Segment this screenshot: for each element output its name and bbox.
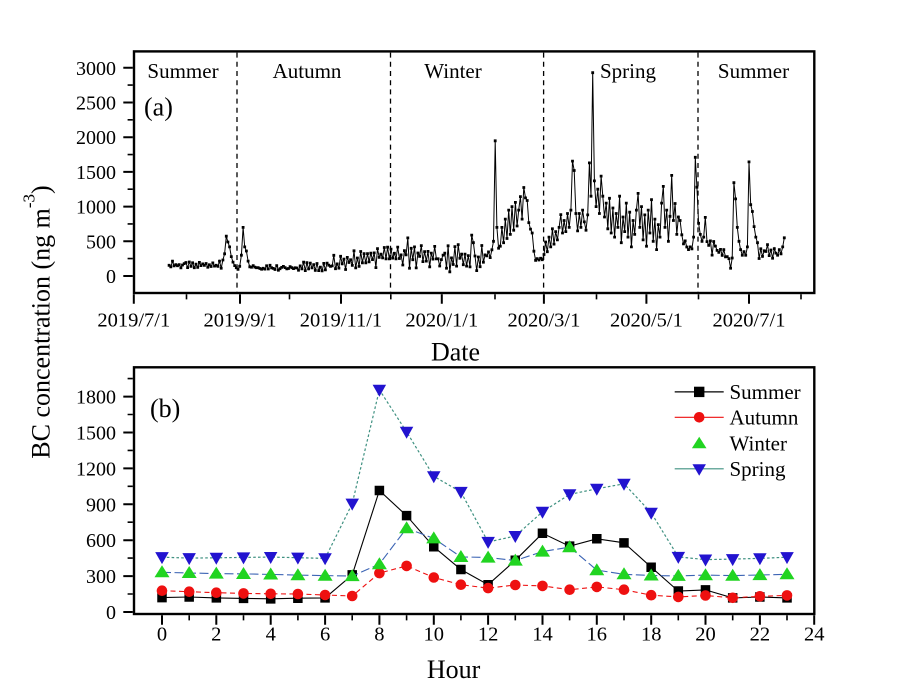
svg-text:Autumn: Autumn [273,59,342,83]
svg-text:2020/3/1: 2020/3/1 [507,310,580,332]
svg-text:300: 300 [86,566,116,588]
svg-text:3000: 3000 [76,58,116,80]
svg-text:14: 14 [532,624,553,646]
svg-text:0: 0 [106,266,116,288]
svg-text:24: 24 [804,624,825,646]
svg-text:18: 18 [641,624,662,646]
svg-text:Summer: Summer [730,380,801,404]
svg-text:4: 4 [266,624,276,646]
svg-text:1800: 1800 [76,387,116,409]
svg-text:Hour: Hour [427,655,481,684]
svg-text:1000: 1000 [76,197,116,219]
svg-text:8: 8 [374,624,384,646]
svg-text:1500: 1500 [76,423,116,445]
svg-text:2020/5/1: 2020/5/1 [610,310,683,332]
svg-text:2000: 2000 [76,127,116,149]
svg-text:(a): (a) [144,93,173,122]
svg-text:22: 22 [750,624,771,646]
svg-text:Date: Date [431,338,480,367]
svg-text:2500: 2500 [76,93,116,115]
svg-text:2020/7/1: 2020/7/1 [713,310,786,332]
svg-text:Spring: Spring [600,59,657,83]
svg-text:1500: 1500 [76,162,116,184]
svg-text:0: 0 [106,602,116,624]
svg-text:2019/9/1: 2019/9/1 [204,310,277,332]
svg-text:Summer: Summer [147,59,218,83]
svg-text:1200: 1200 [76,458,116,480]
svg-text:0: 0 [157,624,167,646]
svg-text:Winter: Winter [424,59,481,83]
svg-text:Winter: Winter [730,432,787,456]
svg-text:2020/1/1: 2020/1/1 [405,310,478,332]
svg-text:500: 500 [86,231,116,253]
svg-text:10: 10 [424,624,445,646]
svg-text:16: 16 [587,624,608,646]
svg-text:Summer: Summer [718,59,789,83]
svg-text:2019/11/1: 2019/11/1 [300,310,382,332]
svg-text:(b): (b) [150,394,180,423]
svg-text:900: 900 [86,494,116,516]
svg-text:Autumn: Autumn [730,405,799,429]
svg-text:20: 20 [695,624,716,646]
svg-text:2019/7/1: 2019/7/1 [97,310,170,332]
svg-text:Spring: Spring [730,457,787,481]
svg-text:12: 12 [478,624,499,646]
svg-text:2: 2 [211,624,221,646]
svg-text:600: 600 [86,530,116,552]
svg-text:6: 6 [320,624,330,646]
